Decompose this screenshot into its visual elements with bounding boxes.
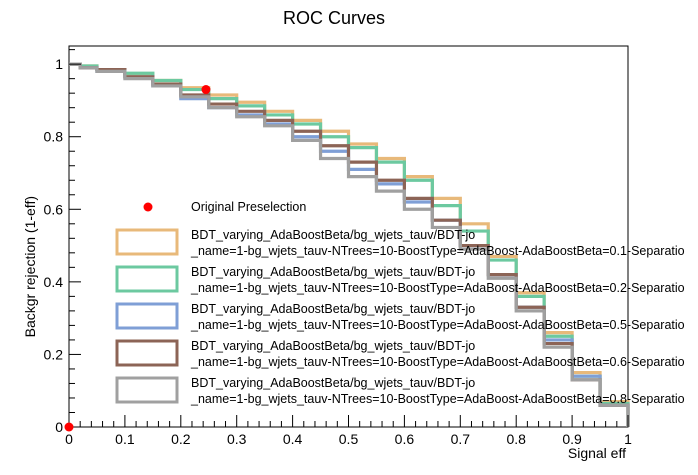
legend-label-4-line2: _name=1-bg_wjets_tauv-NTrees=10-BoostTyp… bbox=[190, 355, 685, 369]
x-tick-label: 0.2 bbox=[171, 431, 191, 447]
x-tick-label: 0.4 bbox=[283, 431, 303, 447]
legend-swatch-5 bbox=[115, 376, 179, 404]
legend-label-3-line1: BDT_varying_AdaBoostBeta/bg_wjets_tauv/B… bbox=[191, 302, 475, 316]
legend-label-3-line2: _name=1-bg_wjets_tauv-NTrees=10-BoostTyp… bbox=[190, 318, 685, 332]
y-tick-label: 0.8 bbox=[44, 129, 64, 145]
legend-swatch-2 bbox=[115, 265, 179, 293]
x-tick-label: 0.1 bbox=[115, 431, 135, 447]
legend-label-5-line2: _name=1-bg_wjets_tauv-NTrees=10-BoostTyp… bbox=[190, 392, 685, 406]
y-tick-label: 1 bbox=[55, 56, 63, 72]
series-line-5 bbox=[69, 62, 630, 427]
markers-layer bbox=[64, 85, 211, 432]
series-layer bbox=[69, 62, 630, 427]
legend-label-2-line1: BDT_varying_AdaBoostBeta/bg_wjets_tauv/B… bbox=[191, 265, 475, 279]
preselection-marker bbox=[201, 85, 211, 95]
x-tick-label: 0.6 bbox=[395, 431, 415, 447]
x-tick-label: 0.5 bbox=[339, 431, 359, 447]
y-tick-label: 0.4 bbox=[44, 274, 64, 290]
axes: 0 0.1 0.2 0.3 0.4 0.5 0.6 0.7 0.8 0.9 1 0 0.2 0.4 0.6 0… bbox=[44, 49, 632, 447]
series-line-4 bbox=[69, 62, 630, 427]
legend: Original Preselection BDT_varying_AdaBoos… bbox=[115, 200, 685, 406]
legend-label-1-line2: _name=1-bg_wjets_tauv-NTrees=10-BoostTyp… bbox=[190, 244, 685, 258]
legend-label-2-line2: _name=1-bg_wjets_tauv-NTrees=10-BoostTyp… bbox=[190, 281, 685, 295]
legend-swatch-3 bbox=[115, 302, 179, 330]
x-tick-label: 0.9 bbox=[562, 431, 582, 447]
y-tick-label: 0.2 bbox=[44, 346, 64, 362]
legend-label-preselection: Original Preselection bbox=[191, 200, 306, 214]
legend-swatch-1 bbox=[115, 228, 179, 256]
x-tick-label: 0.8 bbox=[506, 431, 526, 447]
legend-label-5-line1: BDT_varying_AdaBoostBeta/bg_wjets_tauv/B… bbox=[191, 376, 475, 390]
preselection-marker bbox=[64, 422, 74, 432]
y-axis-title: Backgr rejection (1-eff) bbox=[22, 196, 38, 337]
series-line-2 bbox=[69, 62, 630, 427]
x-tick-label: 0 bbox=[65, 431, 73, 447]
legend-marker-preselection bbox=[143, 202, 153, 212]
x-axis-title: Signal eff bbox=[568, 445, 626, 461]
y-tick-label: 0.6 bbox=[44, 201, 64, 217]
legend-label-1-line1: BDT_varying_AdaBoostBeta/bg_wjets_tauv/B… bbox=[191, 228, 475, 242]
x-tick-label: 0.7 bbox=[451, 431, 471, 447]
x-tick-label: 0.3 bbox=[227, 431, 247, 447]
x-tick-label: 1 bbox=[624, 431, 632, 447]
legend-label-4-line1: BDT_varying_AdaBoostBeta/bg_wjets_tauv/B… bbox=[191, 339, 475, 353]
y-tick-label: 0 bbox=[55, 419, 63, 435]
legend-swatch-4 bbox=[115, 339, 179, 367]
chart-title: ROC Curves bbox=[283, 8, 385, 28]
